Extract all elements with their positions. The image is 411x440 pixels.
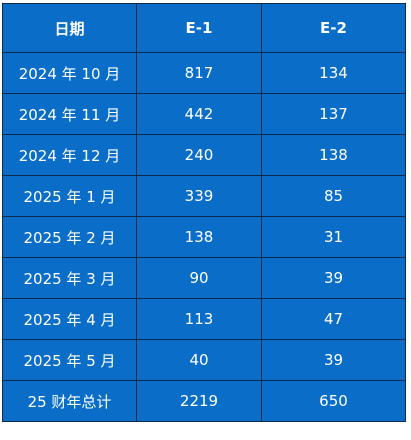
cell-e2: 31: [261, 216, 406, 258]
table-row: 2025 年 1 月 339 85: [2, 175, 406, 217]
table-row: 2025 年 4 月 113 47: [2, 298, 406, 340]
cell-e1: 40: [136, 339, 262, 381]
cell-date: 2025 年 2 月: [2, 216, 137, 258]
table-row: 2024 年 11 月 442 137: [2, 93, 406, 135]
cell-e2: 138: [261, 134, 406, 176]
cell-total-label: 25 财年总计: [2, 380, 137, 422]
header-e1: E-1: [136, 3, 262, 53]
cell-e1: 339: [136, 175, 262, 217]
cell-date: 2024 年 11 月: [2, 93, 137, 135]
table-row: 2024 年 10 月 817 134: [2, 52, 406, 94]
cell-e2: 134: [261, 52, 406, 94]
header-row: 日期 E-1 E-2: [2, 3, 406, 53]
cell-date: 2025 年 1 月: [2, 175, 137, 217]
header-date: 日期: [2, 3, 137, 53]
cell-e2: 47: [261, 298, 406, 340]
cell-e1: 817: [136, 52, 262, 94]
cell-e2: 137: [261, 93, 406, 135]
cell-e1: 90: [136, 257, 262, 299]
table-body: 2024 年 10 月 817 134 2024 年 11 月 442 137 …: [2, 52, 406, 422]
table-row: 2025 年 3 月 90 39: [2, 257, 406, 299]
data-table-container: 日期 E-1 E-2 2024 年 10 月 817 134 2024 年 11…: [2, 3, 406, 422]
cell-date: 2024 年 10 月: [2, 52, 137, 94]
cell-total-e2: 650: [261, 380, 406, 422]
table-row: 2025 年 5 月 40 39: [2, 339, 406, 381]
table-row: 2025 年 2 月 138 31: [2, 216, 406, 258]
cell-e1: 113: [136, 298, 262, 340]
table-header: 日期 E-1 E-2: [2, 3, 406, 53]
cell-e2: 85: [261, 175, 406, 217]
cell-e2: 39: [261, 257, 406, 299]
cell-date: 2025 年 3 月: [2, 257, 137, 299]
cell-e1: 240: [136, 134, 262, 176]
cell-date: 2024 年 12 月: [2, 134, 137, 176]
cell-e1: 442: [136, 93, 262, 135]
cell-date: 2025 年 4 月: [2, 298, 137, 340]
cell-e1: 138: [136, 216, 262, 258]
table-row: 2024 年 12 月 240 138: [2, 134, 406, 176]
header-e2: E-2: [261, 3, 406, 53]
data-table: 日期 E-1 E-2 2024 年 10 月 817 134 2024 年 11…: [2, 3, 406, 422]
cell-date: 2025 年 5 月: [2, 339, 137, 381]
cell-total-e1: 2219: [136, 380, 262, 422]
total-row: 25 财年总计 2219 650: [2, 380, 406, 422]
cell-e2: 39: [261, 339, 406, 381]
